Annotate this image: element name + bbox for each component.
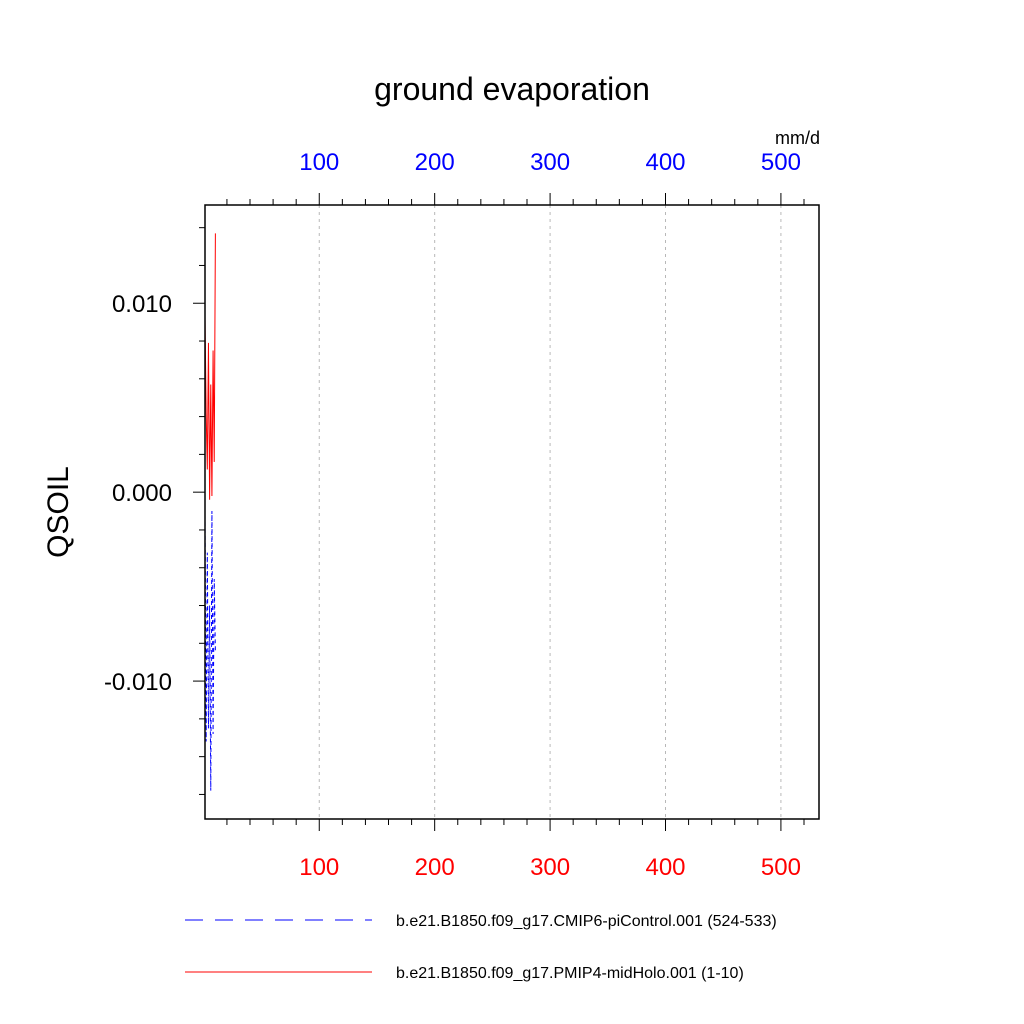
x-tick-label-top: 200 (415, 149, 455, 176)
series-layer (204, 233, 216, 791)
legend: b.e21.B1850.f09_g17.CMIP6-piControl.001 … (185, 913, 777, 982)
x-tick-label-bottom: 500 (761, 854, 801, 881)
x-tick-label-top: 500 (761, 149, 801, 176)
x-tick-label-bottom: 200 (415, 854, 455, 881)
legend-label: b.e21.B1850.f09_g17.PMIP4-midHolo.001 (1… (396, 965, 744, 982)
tick-labels: 100 100 200 200 300 300 400 400 500 500 -0.010 0.00… (104, 149, 801, 881)
axis-ticks (193, 193, 805, 831)
x-tick-label-bottom: 300 (530, 854, 570, 881)
y-tick-label: 0.000 (112, 480, 172, 507)
x-tick-label-bottom: 400 (645, 854, 685, 881)
gridlines (318, 205, 782, 819)
series-line-picontrol (204, 511, 216, 791)
legend-label: b.e21.B1850.f09_g17.CMIP6-piControl.001 … (396, 913, 777, 930)
x-tick-label-bottom: 100 (299, 854, 339, 881)
chart-title: ground evaporation (374, 71, 650, 107)
plot-frame (204, 204, 820, 820)
y-tick-label: 0.010 (112, 291, 172, 318)
top-axis-units: mm/d (775, 128, 820, 148)
x-tick-label-top: 400 (645, 149, 685, 176)
x-tick-label-top: 100 (299, 149, 339, 176)
series-line-midholo (204, 233, 216, 500)
x-tick-label-top: 300 (530, 149, 570, 176)
y-tick-label: -0.010 (104, 669, 172, 696)
y-axis-label: QSOIL (42, 466, 75, 558)
